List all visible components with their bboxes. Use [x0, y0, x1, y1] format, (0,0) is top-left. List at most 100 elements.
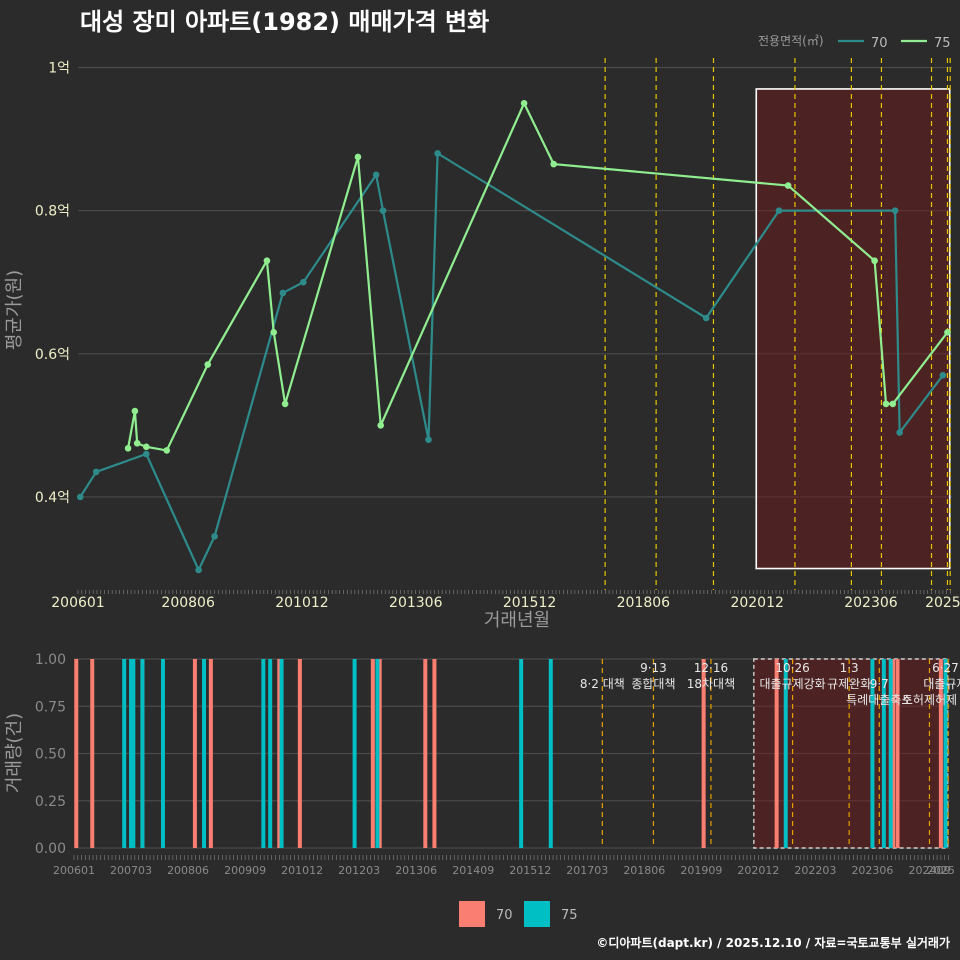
volume-chart-panel: 0.000.250.500.751.008·2 대책9·13종합대책12·161… — [35, 652, 960, 927]
data-point-75 — [281, 400, 289, 408]
volume-y-axis-label: 거래량(건) — [4, 713, 25, 793]
volume-x-tick-label: 201409 — [452, 864, 494, 877]
data-point-75 — [550, 160, 557, 168]
volume-bar-75 — [870, 659, 875, 848]
volume-x-tick-label: 201806 — [623, 864, 665, 877]
volume-bar-70 — [297, 659, 302, 848]
volume-bar-75 — [268, 659, 273, 848]
data-point-70 — [300, 278, 307, 286]
legend-label-70: 70 — [871, 36, 888, 51]
volume-bar-70 — [277, 659, 282, 848]
x-tick-label: 201012 — [275, 595, 328, 611]
x-tick-label: 2025 — [925, 595, 960, 611]
policy-annotation: 특례대출축소 — [846, 693, 912, 707]
volume-x-tick-label: 201512 — [509, 864, 551, 877]
y-tick-label: 0.8억 — [35, 204, 70, 220]
volume-x-tick-label: 202306 — [851, 864, 893, 877]
data-point-70 — [434, 150, 441, 157]
data-point-70 — [142, 450, 150, 458]
volume-x-tick-label: 201703 — [566, 864, 608, 877]
volume-bar-75 — [943, 659, 948, 848]
data-point-75 — [133, 439, 141, 447]
bottom-legend-swatch-70 — [459, 901, 485, 927]
data-point-75 — [889, 400, 897, 408]
legend-label-75: 75 — [934, 36, 951, 51]
volume-bar-70 — [192, 659, 197, 848]
data-point-70 — [425, 436, 432, 443]
volume-y-tick-label: 0.75 — [35, 699, 66, 715]
y-tick-label: 1억 — [48, 60, 70, 76]
volume-x-tick-label: 2025 — [927, 864, 955, 877]
volume-bar-70 — [90, 659, 95, 848]
volume-bar-75 — [352, 659, 357, 848]
bottom-legend-swatch-75 — [524, 901, 550, 927]
volume-x-tick-label: 200806 — [167, 864, 209, 877]
data-point-75 — [871, 257, 878, 265]
data-point-75 — [354, 153, 362, 161]
policy-annotation: 9·13 — [640, 661, 667, 675]
y-tick-label: 0.6억 — [35, 347, 70, 363]
volume-bar-70 — [432, 659, 437, 848]
data-point-70 — [896, 429, 903, 436]
data-point-75 — [944, 329, 951, 336]
data-point-70 — [211, 533, 218, 540]
data-point-70 — [76, 493, 84, 501]
data-point-75 — [377, 422, 385, 429]
volume-bar-75 — [131, 659, 136, 848]
x-tick-label: 201512 — [503, 595, 556, 611]
data-point-75 — [784, 182, 792, 189]
policy-annotation: 8·2 대책 — [580, 676, 625, 691]
legend-title: 전용면적(㎡) — [758, 34, 824, 48]
policy-annotation: 10·26 — [775, 661, 809, 675]
volume-bar-75 — [519, 659, 524, 848]
highlight-region — [755, 88, 951, 570]
data-point-70 — [372, 171, 380, 179]
x-tick-label: 200806 — [161, 595, 215, 611]
data-point-75 — [520, 99, 528, 107]
volume-x-tick-label: 201012 — [281, 864, 323, 877]
volume-bar-75 — [375, 659, 380, 848]
volume-bar-70 — [890, 659, 895, 848]
data-point-75 — [124, 444, 132, 452]
price-chart-panel: 0.4억 0.6억 0.8억 1억 200601 200806 201012 201306 20… — [35, 36, 960, 611]
data-point-70 — [379, 207, 387, 214]
policy-annotation: 1·3 — [840, 661, 859, 675]
policy-annotation: 18차대책 — [687, 676, 735, 691]
bottom-legend-label-75: 75 — [561, 908, 578, 923]
x-tick-label: 202012 — [730, 595, 783, 611]
footer-credit: ©디아파트(dapt.kr) / 2025.12.10 / 자료=국토교통부 실… — [596, 935, 950, 950]
volume-x-tick-label: 201909 — [680, 864, 722, 877]
volume-bar-75 — [122, 659, 127, 848]
volume-bar-75 — [888, 659, 893, 848]
policy-annotation: 12·16 — [694, 661, 728, 675]
policy-annotation: 종합대책 — [631, 676, 675, 691]
policy-annotation: 대출규제 — [923, 677, 960, 691]
x-axis-label: 거래년월 — [484, 610, 550, 631]
volume-x-tick-label: 201203 — [338, 864, 380, 877]
data-point-70 — [939, 371, 947, 379]
volume-bar-70 — [370, 659, 375, 848]
policy-annotation: 규제완화 — [827, 677, 871, 691]
volume-bar-70 — [74, 659, 79, 848]
policy-annotation: 대출규제강화 — [759, 677, 825, 691]
volume-y-tick-label: 1.00 — [35, 652, 66, 668]
volume-bar-70 — [377, 659, 382, 848]
volume-bar-75 — [783, 659, 788, 848]
volume-x-tick-label: 200703 — [110, 864, 152, 877]
volume-x-tick-label: 201306 — [395, 864, 437, 877]
volume-x-tick-label: 202409 — [908, 864, 950, 877]
volume-bar-70 — [895, 659, 900, 848]
volume-bar-75 — [160, 659, 165, 848]
y-axis-label: 평균가(원) — [4, 270, 25, 350]
volume-bar-75 — [881, 659, 886, 848]
x-tick-label: 201306 — [389, 595, 443, 611]
data-point-70 — [279, 289, 287, 297]
volume-x-tick-label: 202012 — [737, 864, 779, 877]
data-point-75 — [204, 361, 212, 368]
volume-bar-75 — [129, 659, 134, 848]
volume-bar-75 — [261, 659, 266, 848]
bottom-legend-label-70: 70 — [496, 908, 513, 923]
volume-bar-75 — [548, 659, 553, 848]
volume-bar-70 — [208, 659, 213, 848]
